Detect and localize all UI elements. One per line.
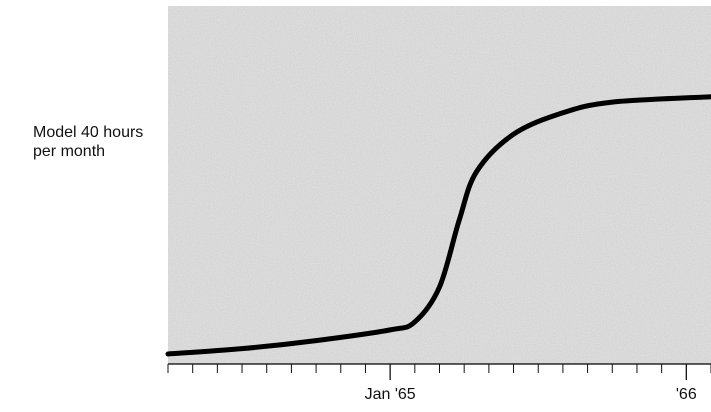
series-line — [165, 94, 711, 357]
labels-layer: Jan '65 '66 — [365, 386, 697, 403]
plot-background-texture — [168, 6, 711, 364]
plot-layer — [168, 6, 711, 364]
series-layer — [165, 94, 711, 357]
x-tick-label: '66 — [676, 386, 697, 403]
x-tick-label: Jan '65 — [365, 386, 416, 403]
y-axis-label: Model 40 hours per month — [33, 124, 144, 160]
ticks-layer — [167, 364, 711, 380]
